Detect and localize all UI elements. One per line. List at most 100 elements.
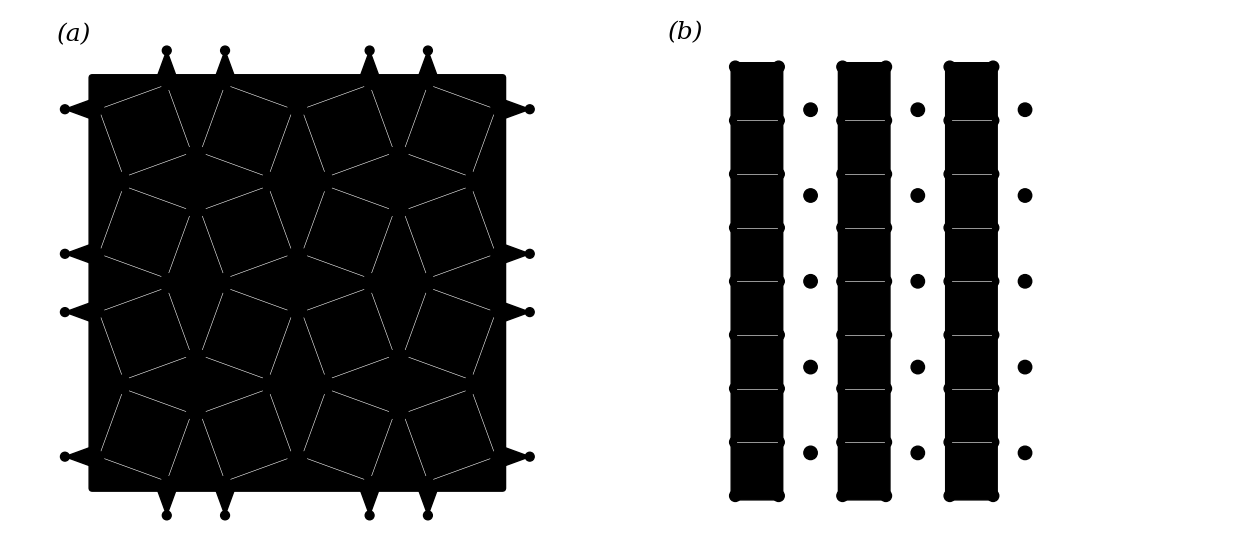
- Circle shape: [389, 350, 399, 360]
- Circle shape: [944, 490, 956, 501]
- Polygon shape: [403, 85, 496, 177]
- Circle shape: [119, 181, 129, 191]
- Circle shape: [773, 222, 784, 233]
- Circle shape: [263, 375, 273, 385]
- Circle shape: [263, 181, 273, 191]
- Polygon shape: [154, 481, 180, 515]
- Circle shape: [837, 383, 848, 394]
- Polygon shape: [301, 85, 394, 177]
- Circle shape: [987, 329, 998, 340]
- Circle shape: [366, 46, 374, 55]
- Circle shape: [911, 446, 925, 459]
- Circle shape: [944, 222, 956, 233]
- Circle shape: [162, 282, 171, 292]
- Circle shape: [1018, 446, 1032, 459]
- Circle shape: [196, 206, 206, 216]
- Circle shape: [221, 274, 229, 283]
- Circle shape: [987, 276, 998, 287]
- Circle shape: [288, 307, 298, 317]
- Circle shape: [773, 115, 784, 126]
- Circle shape: [365, 282, 374, 292]
- Circle shape: [1018, 361, 1032, 374]
- Circle shape: [804, 103, 817, 116]
- Circle shape: [296, 307, 306, 317]
- Circle shape: [263, 172, 273, 182]
- Circle shape: [491, 452, 501, 462]
- Polygon shape: [201, 389, 293, 481]
- Circle shape: [196, 148, 206, 157]
- Circle shape: [424, 511, 433, 520]
- Circle shape: [296, 452, 306, 462]
- Circle shape: [491, 104, 501, 114]
- Polygon shape: [64, 444, 99, 469]
- Circle shape: [773, 168, 784, 180]
- Circle shape: [221, 80, 229, 90]
- Circle shape: [61, 452, 69, 461]
- Circle shape: [119, 375, 129, 385]
- Circle shape: [94, 307, 104, 317]
- Polygon shape: [496, 242, 529, 266]
- Circle shape: [365, 274, 374, 283]
- Circle shape: [729, 383, 742, 394]
- Circle shape: [365, 80, 374, 90]
- Circle shape: [186, 350, 196, 360]
- Circle shape: [773, 437, 784, 448]
- Circle shape: [423, 80, 433, 90]
- Circle shape: [944, 115, 956, 126]
- Circle shape: [729, 437, 742, 448]
- Circle shape: [837, 437, 848, 448]
- Circle shape: [466, 172, 476, 182]
- Circle shape: [880, 437, 892, 448]
- Circle shape: [296, 307, 306, 317]
- Circle shape: [398, 206, 408, 216]
- Circle shape: [288, 452, 298, 462]
- Polygon shape: [64, 300, 99, 325]
- Circle shape: [987, 115, 998, 126]
- Circle shape: [365, 80, 374, 90]
- Circle shape: [987, 383, 998, 394]
- Circle shape: [94, 452, 104, 462]
- Circle shape: [221, 476, 229, 487]
- Circle shape: [365, 274, 374, 283]
- Circle shape: [186, 148, 196, 157]
- Polygon shape: [496, 300, 529, 325]
- Circle shape: [398, 350, 408, 360]
- Circle shape: [729, 276, 742, 287]
- Circle shape: [880, 329, 892, 340]
- Circle shape: [837, 329, 848, 340]
- Circle shape: [61, 105, 69, 113]
- Circle shape: [526, 452, 534, 461]
- Circle shape: [263, 172, 273, 182]
- Circle shape: [94, 249, 104, 258]
- Circle shape: [944, 329, 956, 340]
- Circle shape: [804, 446, 817, 459]
- Circle shape: [263, 375, 273, 385]
- Circle shape: [526, 249, 534, 258]
- Circle shape: [162, 476, 171, 487]
- Circle shape: [526, 308, 534, 317]
- Polygon shape: [403, 186, 496, 279]
- Circle shape: [987, 168, 998, 180]
- Circle shape: [880, 490, 892, 501]
- Circle shape: [296, 104, 306, 114]
- Polygon shape: [99, 186, 191, 279]
- Circle shape: [944, 168, 956, 180]
- Circle shape: [1018, 189, 1032, 202]
- Circle shape: [837, 490, 848, 501]
- Circle shape: [423, 274, 433, 283]
- Circle shape: [729, 61, 742, 72]
- Circle shape: [398, 409, 408, 419]
- Circle shape: [288, 249, 298, 258]
- Circle shape: [119, 172, 129, 182]
- Circle shape: [196, 350, 206, 360]
- Circle shape: [423, 282, 433, 292]
- Circle shape: [880, 115, 892, 126]
- Circle shape: [729, 115, 742, 126]
- Polygon shape: [201, 85, 293, 177]
- Circle shape: [804, 361, 817, 374]
- Circle shape: [911, 361, 925, 374]
- Circle shape: [911, 189, 925, 202]
- Circle shape: [186, 409, 196, 419]
- Polygon shape: [99, 287, 191, 380]
- Polygon shape: [357, 481, 382, 515]
